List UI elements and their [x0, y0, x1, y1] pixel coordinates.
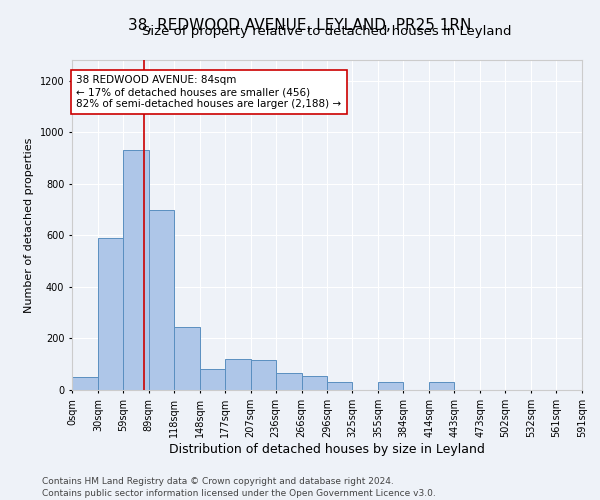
Bar — [174, 327, 200, 390]
Bar — [379, 382, 403, 390]
X-axis label: Distribution of detached houses by size in Leyland: Distribution of detached houses by size … — [169, 442, 485, 456]
Text: 38, REDWOOD AVENUE, LEYLAND, PR25 1RN: 38, REDWOOD AVENUE, LEYLAND, PR25 1RN — [128, 18, 472, 32]
Bar — [251, 360, 275, 390]
Text: Contains HM Land Registry data © Crown copyright and database right 2024.
Contai: Contains HM Land Registry data © Crown c… — [42, 476, 436, 498]
Bar — [200, 370, 225, 390]
Bar — [328, 382, 352, 390]
Bar — [72, 377, 98, 390]
Bar — [275, 373, 302, 390]
Bar — [302, 376, 328, 390]
Title: Size of property relative to detached houses in Leyland: Size of property relative to detached ho… — [142, 25, 512, 38]
Bar — [225, 359, 251, 390]
Bar — [123, 150, 149, 390]
Bar — [98, 238, 123, 390]
Y-axis label: Number of detached properties: Number of detached properties — [24, 138, 34, 312]
Text: 38 REDWOOD AVENUE: 84sqm
← 17% of detached houses are smaller (456)
82% of semi-: 38 REDWOOD AVENUE: 84sqm ← 17% of detach… — [76, 76, 341, 108]
Bar — [429, 382, 454, 390]
Bar — [149, 210, 174, 390]
